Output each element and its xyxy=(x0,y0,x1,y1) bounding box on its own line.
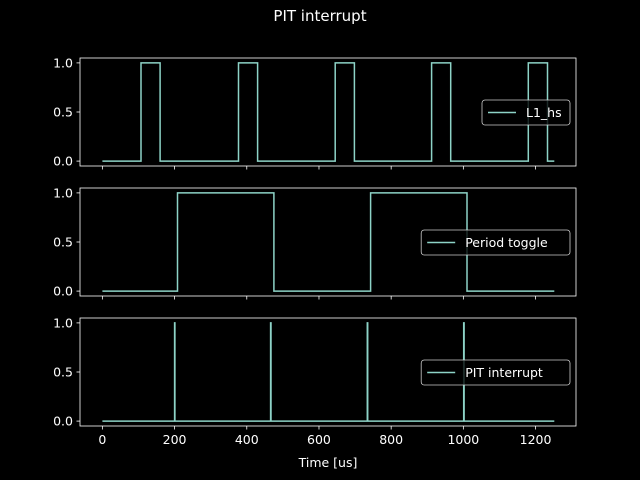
y-tick-label: 0.0 xyxy=(53,154,73,169)
y-tick-label: 1.0 xyxy=(53,185,73,200)
subplot-3: 0.0 0.5 1.0 0 200 400 600 800 1000 1200 PIT interr… xyxy=(53,315,577,470)
x-tick-label: 200 xyxy=(163,432,187,447)
x-tick-label: 800 xyxy=(379,432,403,447)
y-tick-label: 0.5 xyxy=(53,105,73,120)
y-tick-label: 0.5 xyxy=(53,365,73,380)
x-tick-label: 1200 xyxy=(520,432,552,447)
x-tick-label: 1000 xyxy=(447,432,479,447)
subplot-2: 0.0 0.5 1.0 Period toggle xyxy=(53,185,577,300)
legend: L1_hs xyxy=(481,99,571,126)
legend-label: PIT interrupt xyxy=(465,365,543,380)
y-tick-label: 0.0 xyxy=(53,284,73,299)
x-tick-label: 0 xyxy=(98,432,106,447)
y-tick-label: 1.0 xyxy=(53,315,73,330)
x-tick-label: 400 xyxy=(235,432,259,447)
legend: Period toggle xyxy=(420,229,571,256)
x-axis-label: Time [us] xyxy=(298,455,358,470)
x-tick-label: 600 xyxy=(307,432,331,447)
legend-label: Period toggle xyxy=(465,235,548,250)
legend-label: L1_hs xyxy=(526,105,562,120)
y-tick-label: 1.0 xyxy=(53,55,73,70)
legend: PIT interrupt xyxy=(420,359,571,386)
y-tick-label: 0.5 xyxy=(53,235,73,250)
data-line xyxy=(102,322,555,422)
y-tick-label: 0.0 xyxy=(53,414,73,429)
figure-title: PIT interrupt xyxy=(273,7,367,25)
subplot-1: 0.0 0.5 1.0 L1_hs xyxy=(53,55,577,170)
